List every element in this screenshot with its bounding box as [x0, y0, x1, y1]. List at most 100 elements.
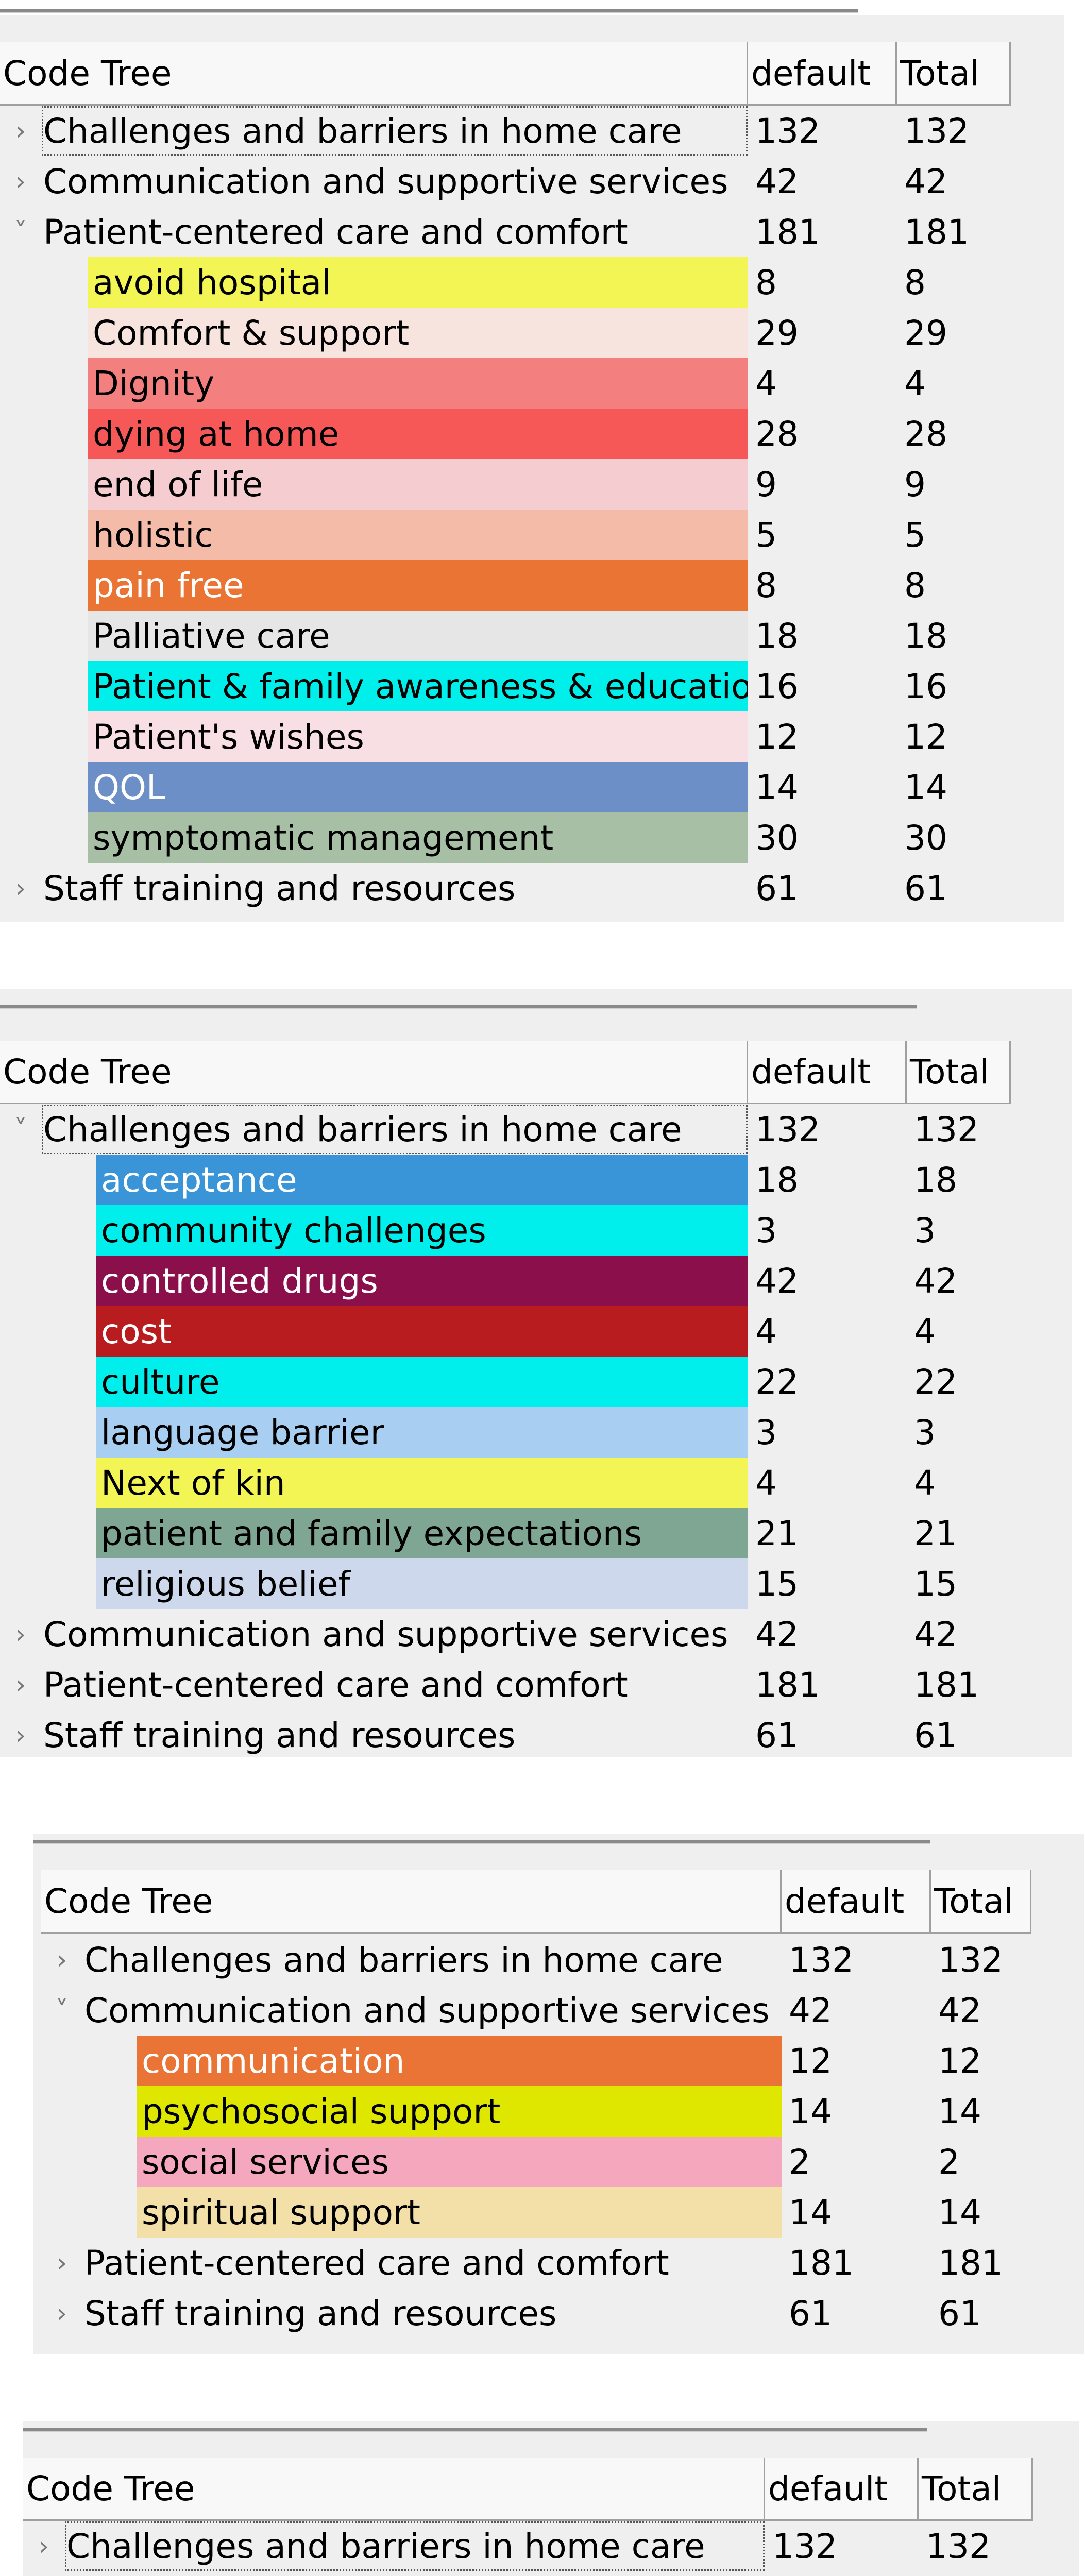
code-tree-parent-row[interactable]: › Challenges and barriers in home care 132… — [41, 1935, 1031, 1985]
code-label[interactable]: Challenges and barriers in home care — [64, 2521, 765, 2571]
code-label[interactable]: Challenges and barriers in home care — [41, 1104, 748, 1155]
code-tree-child-row[interactable]: spiritual support 14 14 — [41, 2187, 1031, 2238]
chevron-down-icon[interactable]: ˅ — [55, 1995, 69, 2025]
code-tree-child-row[interactable]: psychosocial support 14 14 — [41, 2086, 1031, 2137]
chevron-right-icon[interactable]: › — [57, 2248, 67, 2278]
code-label[interactable]: end of life — [88, 459, 748, 510]
column-header-default[interactable]: default — [765, 2458, 919, 2519]
column-header-default[interactable]: default — [782, 1870, 931, 1932]
code-tree-child-row[interactable]: holistic 5 5 — [0, 510, 1011, 560]
code-label[interactable]: Next of kin — [96, 1458, 748, 1508]
code-label[interactable]: Communication and supportive services — [64, 2571, 752, 2576]
chevron-down-icon[interactable]: ˅ — [14, 1114, 27, 1144]
chevron-right-icon[interactable]: › — [23, 2571, 64, 2576]
column-header-total[interactable]: Total — [931, 1870, 1031, 1932]
code-tree-child-row[interactable]: cost 4 4 — [0, 1306, 1011, 1357]
code-label[interactable]: community challenges — [96, 1205, 748, 1256]
column-header-code-tree[interactable]: Code Tree — [0, 1041, 748, 1103]
code-tree-child-row[interactable]: Next of kin 4 4 — [0, 1458, 1011, 1508]
code-label[interactable]: controlled drugs — [96, 1256, 748, 1306]
chevron-right-icon[interactable]: › — [57, 1945, 67, 1975]
code-label[interactable]: Staff training and resources — [84, 2293, 557, 2333]
code-tree-child-row[interactable]: patient and family expectations 21 21 — [0, 1508, 1011, 1558]
code-label[interactable]: Staff training and resources — [43, 868, 516, 908]
code-tree-child-row[interactable]: Dignity 4 4 — [0, 358, 1011, 409]
code-tree-child-row[interactable]: communication 12 12 — [41, 2036, 1031, 2086]
code-label[interactable]: Dignity — [88, 358, 748, 409]
code-label[interactable]: Challenges and barriers in home care — [41, 106, 748, 156]
code-tree-parent-row[interactable]: ›Communication and supportive services42… — [23, 2571, 1033, 2576]
code-label[interactable]: Patient-centered care and comfort — [43, 212, 628, 252]
code-tree-child-row[interactable]: dying at home 28 28 — [0, 409, 1011, 459]
code-tree-child-row[interactable]: community challenges 3 3 — [0, 1205, 1011, 1256]
code-tree-parent-row[interactable]: › Patient-centered care and comfort 181 181 — [41, 2238, 1031, 2288]
code-label[interactable]: spiritual support — [137, 2187, 782, 2238]
code-tree-child-row[interactable]: end of life 9 9 — [0, 459, 1011, 510]
code-tree-child-row[interactable]: religious belief 15 15 — [0, 1558, 1011, 1609]
code-label[interactable]: holistic — [88, 510, 748, 560]
code-tree-child-row[interactable]: pain free 8 8 — [0, 560, 1011, 611]
code-tree-parent-row[interactable]: › Staff training and resources 61 61 — [41, 2288, 1031, 2338]
code-tree-parent-row[interactable]: ˅ Challenges and barriers in home care 132… — [0, 1104, 1011, 1155]
code-label[interactable]: QOL — [88, 762, 748, 812]
chevron-right-icon[interactable]: › — [15, 1619, 26, 1649]
code-tree-child-row[interactable]: language barrier 3 3 — [0, 1407, 1011, 1458]
column-header-default[interactable]: default — [748, 1041, 907, 1103]
code-tree-child-row[interactable]: controlled drugs 42 42 — [0, 1256, 1011, 1306]
code-label[interactable]: dying at home — [88, 409, 748, 459]
code-label[interactable]: Patient's wishes — [88, 711, 748, 762]
code-label[interactable]: pain free — [88, 560, 748, 611]
code-label[interactable]: Palliative care — [88, 611, 748, 661]
code-tree-child-row[interactable]: avoid hospital 8 8 — [0, 257, 1011, 308]
code-tree-child-row[interactable]: Palliative care 18 18 — [0, 611, 1011, 661]
code-label[interactable]: psychosocial support — [137, 2086, 782, 2137]
chevron-right-icon[interactable]: › — [39, 2531, 49, 2561]
code-tree-child-row[interactable]: QOL 14 14 — [0, 762, 1011, 812]
code-tree-parent-row[interactable]: › Challenges and barriers in home care 132… — [0, 106, 1011, 156]
code-tree-child-row[interactable]: Patient & family awareness & education 16… — [0, 661, 1011, 711]
column-header-code-tree[interactable]: Code Tree — [23, 2458, 765, 2519]
code-label[interactable]: patient and family expectations — [96, 1508, 748, 1558]
column-header-code-tree[interactable]: Code Tree — [41, 1870, 782, 1932]
code-tree-parent-row[interactable]: ˅ Patient-centered care and comfort 181 181 — [0, 207, 1011, 257]
code-label[interactable]: symptomatic management — [88, 812, 748, 863]
code-tree-parent-row[interactable]: › Challenges and barriers in home care 132… — [23, 2521, 1033, 2571]
code-label[interactable]: Staff training and resources — [43, 1715, 516, 1755]
code-label[interactable]: culture — [96, 1357, 748, 1407]
code-tree-child-row[interactable]: symptomatic management 30 30 — [0, 812, 1011, 863]
code-label[interactable]: Comfort & support — [88, 308, 748, 358]
code-tree-parent-row[interactable]: › Patient-centered care and comfort 181 181 — [0, 1659, 1011, 1710]
code-label[interactable]: social services — [137, 2137, 782, 2187]
code-label[interactable]: cost — [96, 1306, 748, 1357]
code-label[interactable]: communication — [137, 2036, 782, 2086]
code-tree-child-row[interactable]: Comfort & support 29 29 — [0, 308, 1011, 358]
code-tree-child-row[interactable]: Patient's wishes 12 12 — [0, 711, 1011, 762]
code-tree-child-row[interactable]: culture 22 22 — [0, 1357, 1011, 1407]
chevron-right-icon[interactable]: › — [15, 166, 26, 196]
chevron-down-icon[interactable]: ˅ — [14, 217, 27, 247]
code-tree-parent-row[interactable]: › Staff training and resources 61 61 — [0, 863, 1011, 913]
code-label[interactable]: religious belief — [96, 1558, 748, 1609]
chevron-right-icon[interactable]: › — [15, 1670, 26, 1700]
code-label[interactable]: Communication and supportive services — [84, 1990, 770, 2030]
column-header-code-tree[interactable]: Code Tree — [0, 42, 748, 104]
code-label[interactable]: Patient-centered care and comfort — [43, 1665, 628, 1705]
chevron-right-icon[interactable]: › — [15, 873, 26, 903]
code-tree-parent-row[interactable]: ˅ Communication and supportive services 42… — [41, 1985, 1031, 2036]
column-header-total[interactable]: Total — [897, 42, 1011, 104]
code-label[interactable]: Patient-centered care and comfort — [84, 2243, 669, 2283]
code-label[interactable]: acceptance — [96, 1155, 748, 1205]
chevron-right-icon[interactable]: › — [15, 1720, 26, 1750]
code-label[interactable]: Challenges and barriers in home care — [84, 1940, 723, 1980]
code-tree-child-row[interactable]: social services 2 2 — [41, 2137, 1031, 2187]
code-tree-parent-row[interactable]: › Staff training and resources 61 61 — [0, 1710, 1011, 1760]
code-label[interactable]: language barrier — [96, 1407, 748, 1458]
column-header-total[interactable]: Total — [919, 2458, 1033, 2519]
column-header-default[interactable]: default — [748, 42, 897, 104]
code-label[interactable]: Patient & family awareness & education — [88, 661, 748, 711]
code-label[interactable]: Communication and supportive services — [43, 1614, 728, 1654]
code-label[interactable]: Communication and supportive services — [43, 161, 728, 201]
code-tree-child-row[interactable]: acceptance 18 18 — [0, 1155, 1011, 1205]
